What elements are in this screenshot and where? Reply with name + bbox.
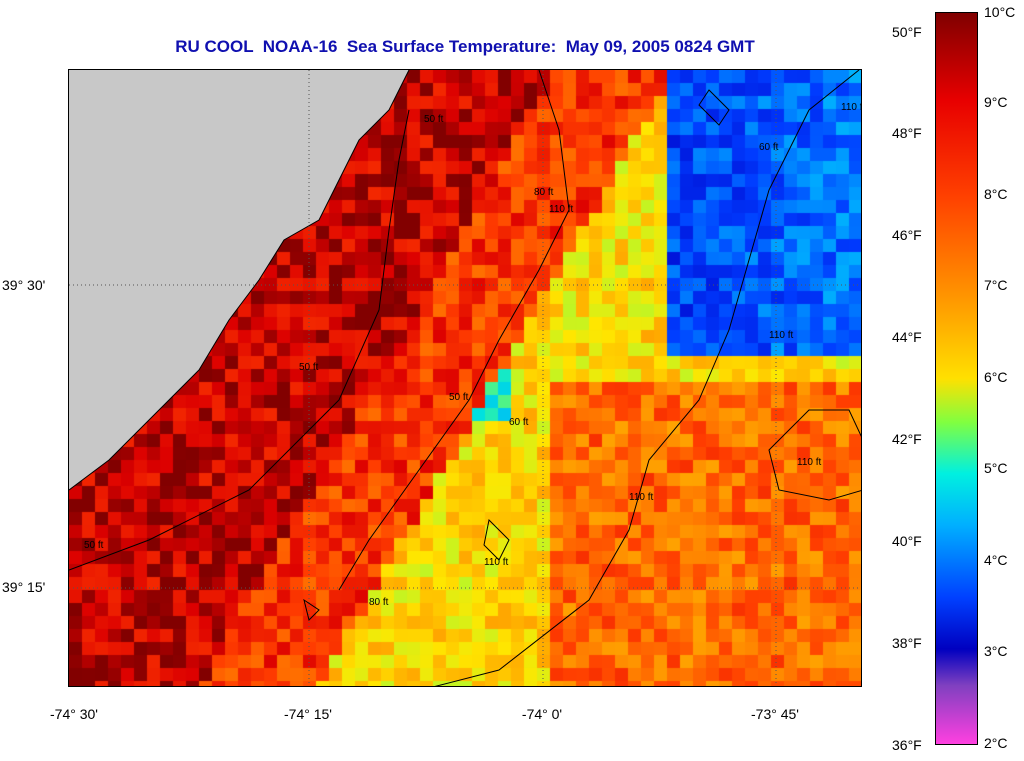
- colorbar-fahrenheit-label: 50°F: [892, 24, 922, 40]
- contour-label: 80 ft: [369, 597, 389, 608]
- contour-label: 110 ft: [549, 204, 573, 215]
- colorbar-fahrenheit-label: 48°F: [892, 125, 922, 141]
- contour-label: 50 ft: [299, 362, 319, 373]
- coastline: [69, 70, 410, 491]
- contour-small-3: [698, 89, 730, 126]
- contour-110ft: [434, 70, 860, 686]
- colorbar: [935, 12, 978, 745]
- contour-label: 50 ft: [84, 540, 104, 551]
- colorbar-celsius-label: 10°C: [984, 4, 1016, 20]
- contour-110ft-east: [768, 409, 861, 501]
- contour-small-2: [303, 598, 320, 621]
- colorbar-celsius-label: 2°C: [984, 735, 1008, 751]
- colorbar-celsius-label: 6°C: [984, 369, 1008, 385]
- contour-label: 50 ft: [424, 114, 444, 125]
- contour-label: 60 ft: [509, 417, 529, 428]
- colorbar-celsius-label: 9°C: [984, 94, 1008, 110]
- colorbar-celsius-label: 4°C: [984, 552, 1008, 568]
- x-axis-label-74-0: -74° 0': [521, 706, 563, 722]
- contour-label: 60 ft: [759, 142, 779, 153]
- contour-label: 80 ft: [534, 187, 554, 198]
- x-axis-label-74-15: -74° 15': [284, 706, 332, 722]
- land-area: [69, 70, 409, 490]
- x-axis-label-74-30: -74° 30': [50, 706, 98, 722]
- map-overlay: 50 ft 80 ft 110 ft 50 ft 50 ft 60 ft 110…: [69, 70, 862, 686]
- y-axis-label-39-30: 39° 30': [2, 277, 46, 293]
- colorbar-celsius-label: 8°C: [984, 186, 1008, 202]
- contour-50ft: [69, 109, 410, 571]
- colorbar-celsius-label: 5°C: [984, 460, 1008, 476]
- contour-label: 110 ft: [484, 557, 508, 568]
- colorbar-fahrenheit-label: 44°F: [892, 329, 922, 345]
- sst-map[interactable]: 50 ft 80 ft 110 ft 50 ft 50 ft 60 ft 110…: [68, 69, 862, 687]
- contour-label: 110 ft: [769, 330, 793, 341]
- contour-label: 110 ft: [797, 457, 821, 468]
- colorbar-celsius-label: 3°C: [984, 643, 1008, 659]
- contour-label: 110 ft: [629, 492, 653, 503]
- colorbar-celsius-label: 7°C: [984, 277, 1008, 293]
- contour-label: 50 ft: [449, 392, 469, 403]
- colorbar-fahrenheit-label: 36°F: [892, 737, 922, 753]
- contour-80ft: [338, 70, 570, 591]
- map-title: RU COOL NOAA-16 Sea Surface Temperature:…: [175, 37, 755, 56]
- y-axis-label-39-15: 39° 15': [2, 579, 46, 595]
- colorbar-fahrenheit-label: 38°F: [892, 635, 922, 651]
- colorbar-fahrenheit-label: 40°F: [892, 533, 922, 549]
- x-axis-label-73-45: -73° 45': [751, 706, 799, 722]
- colorbar-fahrenheit-label: 46°F: [892, 227, 922, 243]
- contour-small-1: [483, 518, 510, 561]
- contour-label: 110 ft: [841, 102, 862, 113]
- colorbar-fahrenheit-label: 42°F: [892, 431, 922, 447]
